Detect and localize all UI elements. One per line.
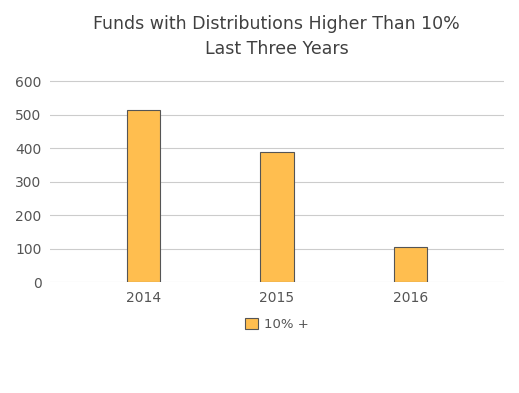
Bar <box>260 152 294 282</box>
Bar <box>127 110 160 282</box>
Legend: 10% +: 10% + <box>244 318 309 332</box>
Title: Funds with Distributions Higher Than 10%
Last Three Years: Funds with Distributions Higher Than 10%… <box>93 15 460 58</box>
Bar <box>394 247 427 282</box>
